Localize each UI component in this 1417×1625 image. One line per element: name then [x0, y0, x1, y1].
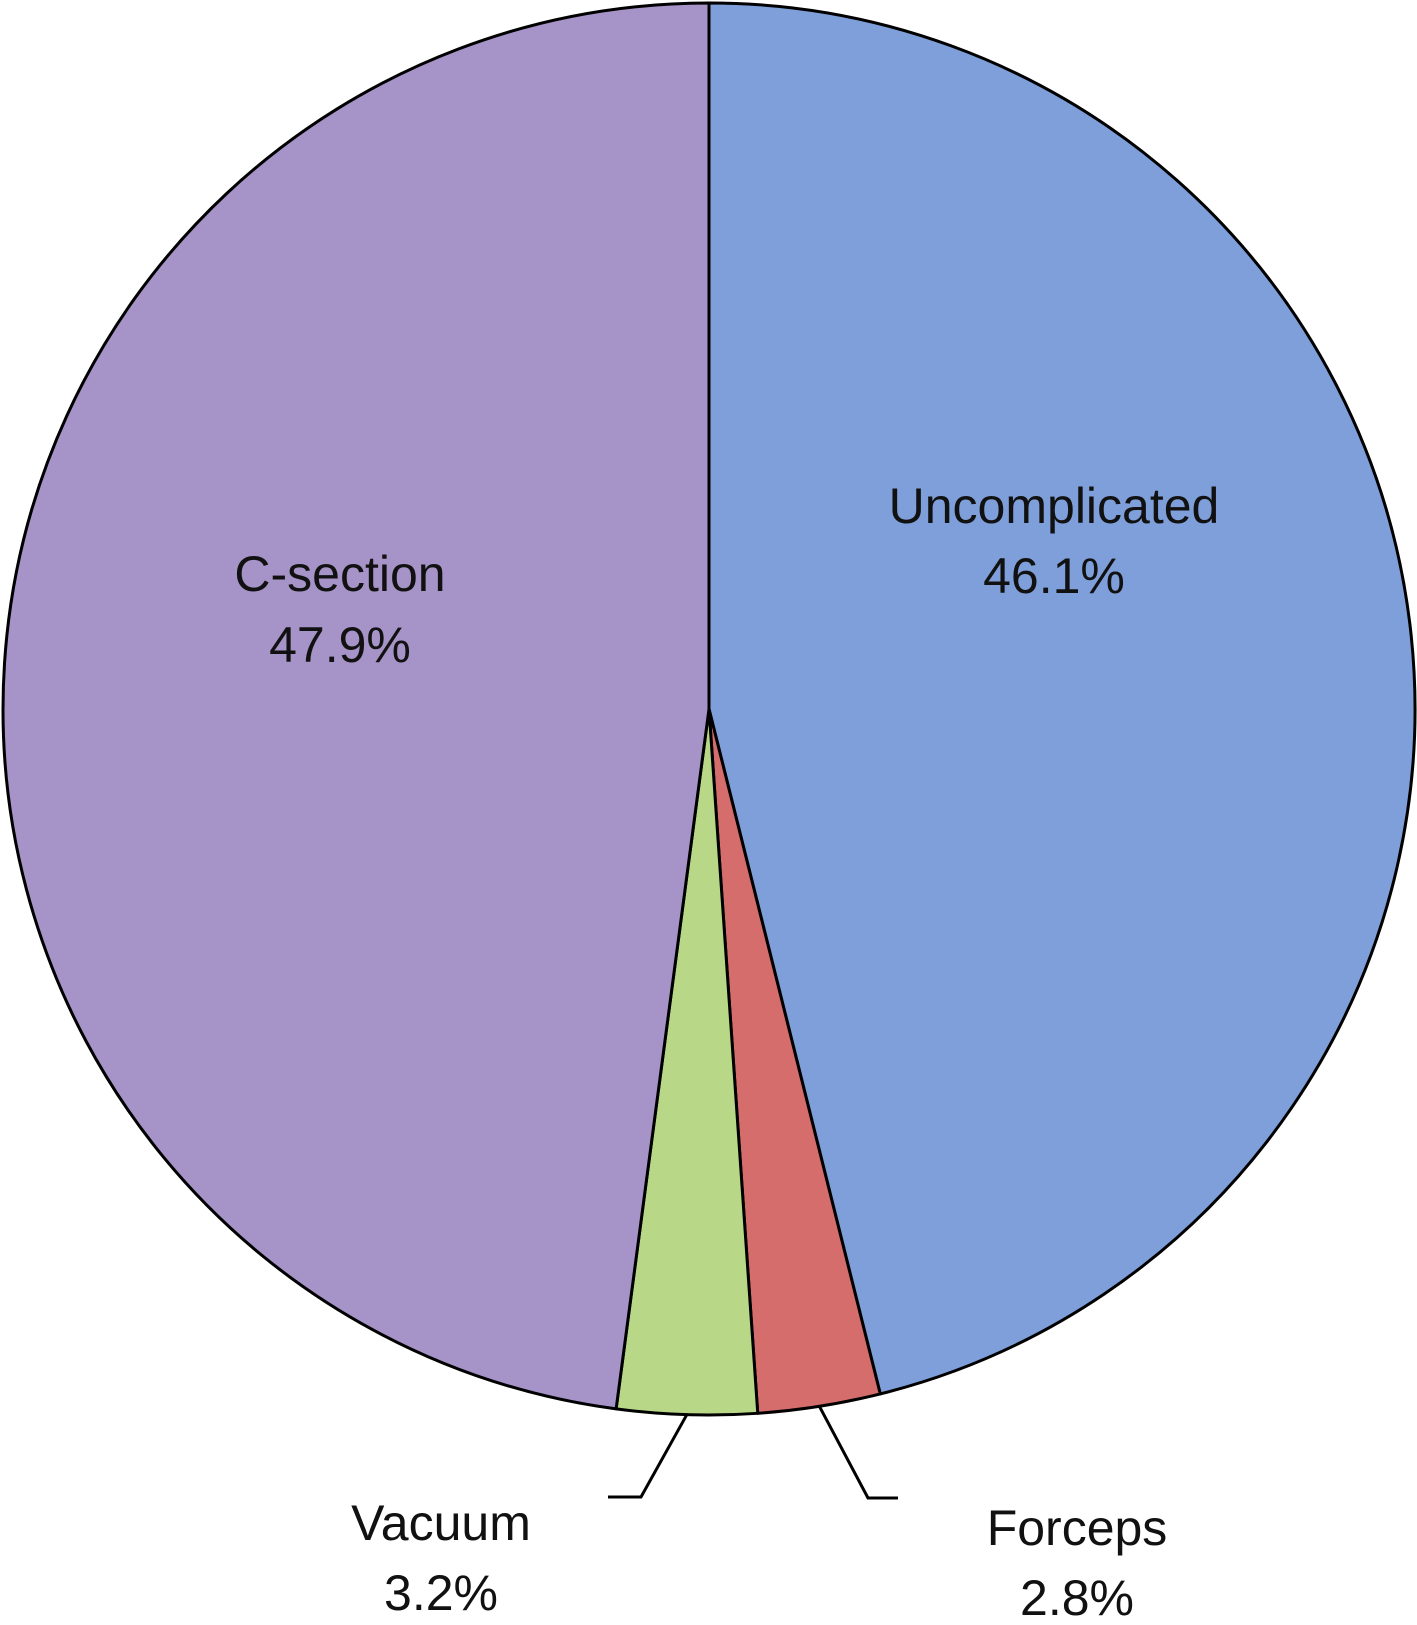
slice-value-c-section: 47.9% [269, 617, 411, 673]
slice-name-forceps: Forceps [987, 1500, 1168, 1556]
labels-layer: Uncomplicated 46.1% C-section 47.9% Vacu… [234, 478, 1219, 1625]
slice-uncomplicated [707, 1, 1417, 1396]
slice-c-section [1, 1, 711, 1411]
slice-value-vacuum: 3.2% [384, 1565, 498, 1621]
leader-line-forceps [818, 1405, 898, 1500]
leader-line-vacuum [608, 1413, 689, 1499]
slice-value-forceps: 2.8% [1020, 1570, 1134, 1625]
leader-lines-layer [608, 1405, 898, 1500]
slice-name-uncomplicated: Uncomplicated [889, 478, 1220, 534]
slice-value-uncomplicated: 46.1% [983, 548, 1125, 604]
slices-layer [1, 1, 1417, 1417]
slice-name-c-section: C-section [234, 546, 445, 602]
slice-name-vacuum: Vacuum [351, 1495, 531, 1551]
